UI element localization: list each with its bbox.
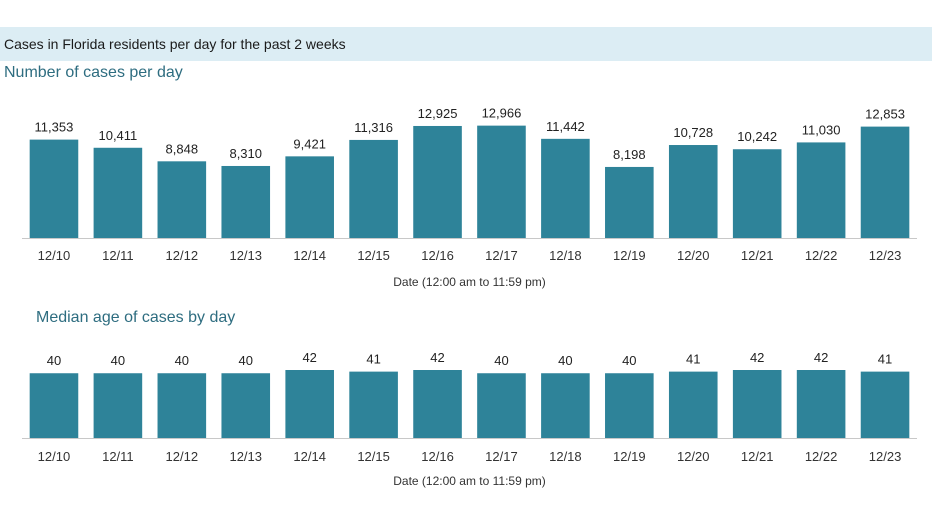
age-tick-label: 12/11 [102,449,134,464]
cases-data-label: 8,310 [229,146,262,161]
cases-bar [285,156,334,238]
age-tick-label: 12/21 [741,449,774,464]
age-data-label: 42 [302,350,316,365]
age-tick-label: 12/10 [38,449,71,464]
age-tick-label: 12/17 [485,449,518,464]
cases-tick-label: 12/10 [38,248,71,263]
age-bar [221,373,271,438]
age-bar [285,370,334,438]
cases-bar [541,138,590,238]
cases-chart-title: Number of cases per day [4,64,183,81]
age-data-label: 42 [430,350,444,365]
age-bar [732,370,782,438]
age-data-label: 40 [494,353,508,368]
age-tick-label: 12/15 [357,449,390,464]
age-data-label: 40 [47,353,61,368]
cases-data-label: 10,242 [737,129,777,144]
age-data-label: 40 [239,353,253,368]
cases-bar [349,139,398,238]
cases-tick-label: 12/20 [677,248,710,263]
age-tick-label: 12/22 [805,449,838,464]
age-bar [605,373,654,438]
cases-data-label: 12,853 [865,107,905,122]
cases-data-label: 8,198 [613,147,646,162]
cases-tick-label: 12/18 [549,248,582,263]
age-data-label: 41 [878,352,892,367]
age-bar [157,373,207,438]
cases-data-label: 12,966 [482,106,522,121]
age-bar [477,373,526,438]
cases-data-label: 11,442 [546,119,585,134]
age-data-label: 42 [814,350,828,365]
cases-data-label: 8,848 [166,141,199,156]
age-bar [413,370,462,438]
age-bar [349,371,398,438]
cases-data-label: 11,353 [35,120,74,135]
age-tick-label: 12/20 [677,449,710,464]
cases-bar [732,149,782,238]
age-bar [541,373,590,438]
age-data-label: 41 [686,352,700,367]
cases-tick-label: 12/14 [293,248,326,263]
cases-bar [221,165,271,238]
cases-tick-label: 12/21 [741,248,774,263]
cases-tick-label: 12/13 [229,248,262,263]
cases-tick-label: 12/15 [357,248,390,263]
cases-bar [413,125,462,238]
median-age-chart-title: Median age of cases by day [36,309,236,326]
cases-x-axis-label: Date (12:00 am to 11:59 pm) [393,275,546,289]
header-band: Cases in Florida residents per day for t… [0,27,932,61]
age-bar [668,371,718,438]
cases-bar [93,147,143,238]
age-tick-label: 12/18 [549,449,582,464]
cases-tick-label: 12/23 [869,248,902,263]
cases-data-label: 11,316 [354,120,393,135]
age-tick-label: 12/12 [166,449,199,464]
age-tick-label: 12/16 [421,449,454,464]
cases-bar [796,142,846,238]
age-data-label: 40 [622,353,636,368]
cases-tick-label: 12/16 [421,248,454,263]
cases-tick-label: 12/19 [613,248,646,263]
cases-bar [157,161,207,238]
cases-tick-label: 12/22 [805,248,838,263]
cases-bar [668,145,718,238]
age-data-label: 41 [366,352,380,367]
cases-bar [605,166,654,238]
cases-data-label: 9,421 [293,136,326,151]
cases-tick-label: 12/17 [485,248,518,263]
cases-data-label: 12,925 [418,106,458,121]
age-data-label: 40 [558,353,572,368]
age-data-label: 40 [111,353,125,368]
age-data-label: 42 [750,350,764,365]
header-title: Cases in Florida residents per day for t… [4,36,346,52]
age-tick-label: 12/13 [229,449,262,464]
cases-bar [860,126,910,238]
age-bar [29,373,79,438]
age-tick-label: 12/23 [869,449,902,464]
cases-data-label: 11,030 [802,122,841,137]
age-bar [860,371,910,438]
cases-tick-label: 12/12 [166,248,199,263]
age-bar [796,370,846,438]
cases-bar [477,125,526,238]
age-tick-label: 12/14 [293,449,326,464]
cases-data-label: 10,728 [673,125,713,140]
cases-data-label: 10,411 [98,128,137,143]
age-x-axis-label: Date (12:00 am to 11:59 pm) [393,474,546,488]
cases-bar [29,139,79,238]
age-data-label: 40 [175,353,189,368]
age-bar [93,373,143,438]
age-tick-label: 12/19 [613,449,646,464]
cases-tick-label: 12/11 [102,248,134,263]
